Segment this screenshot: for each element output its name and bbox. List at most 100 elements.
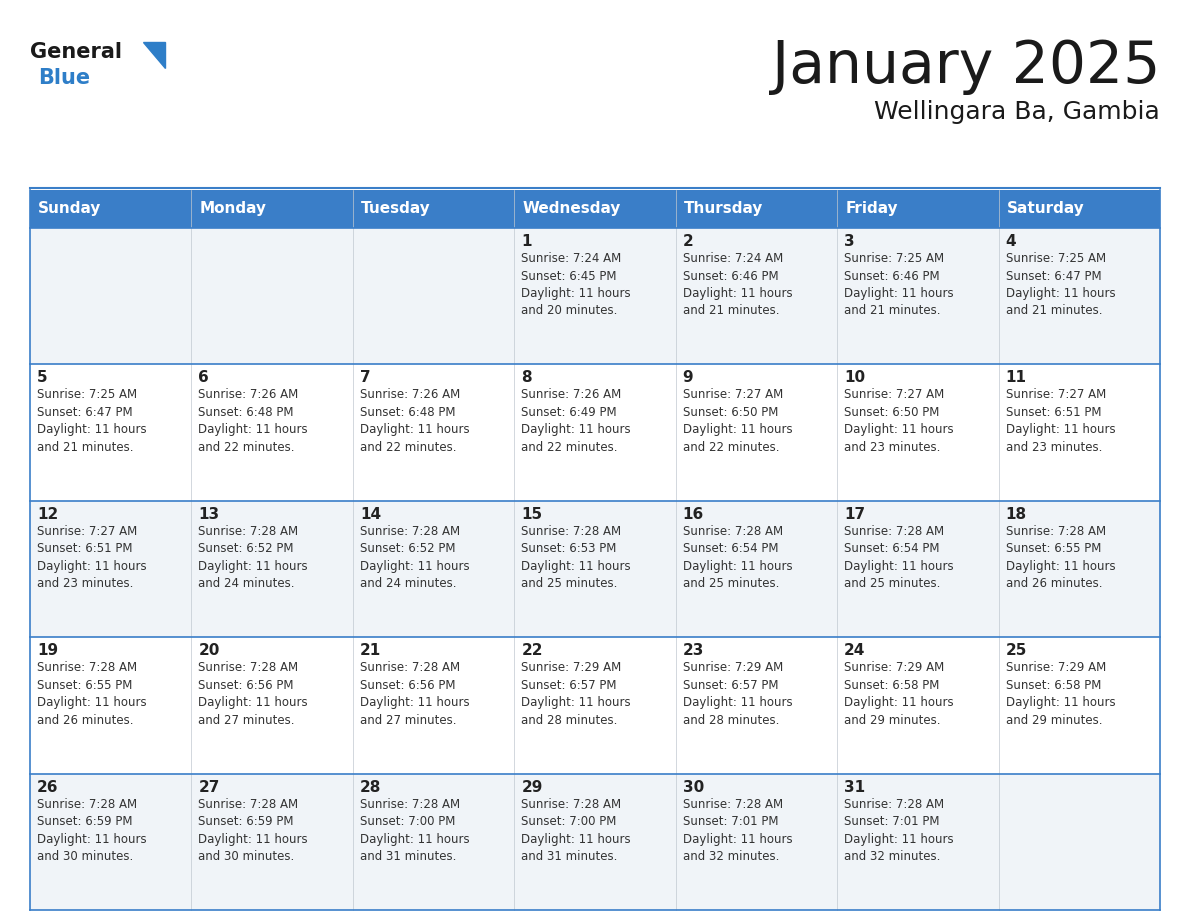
Text: 28: 28 — [360, 779, 381, 795]
Text: 29: 29 — [522, 779, 543, 795]
Bar — [30, 637, 191, 774]
Bar — [30, 774, 191, 910]
Polygon shape — [143, 42, 165, 68]
Text: 19: 19 — [37, 644, 58, 658]
Text: January 2025: January 2025 — [772, 38, 1159, 95]
Text: Sunrise: 7:28 AM
Sunset: 6:56 PM
Daylight: 11 hours
and 27 minutes.: Sunrise: 7:28 AM Sunset: 6:56 PM Dayligh… — [198, 661, 308, 727]
Text: Sunrise: 7:28 AM
Sunset: 6:52 PM
Daylight: 11 hours
and 24 minutes.: Sunrise: 7:28 AM Sunset: 6:52 PM Dayligh… — [360, 525, 469, 590]
Bar — [838, 190, 999, 228]
Bar — [514, 637, 676, 774]
Bar — [838, 774, 999, 910]
Bar — [838, 364, 999, 501]
Text: Friday: Friday — [845, 201, 898, 217]
Text: Wellingara Ba, Gambia: Wellingara Ba, Gambia — [874, 100, 1159, 124]
Bar — [191, 228, 353, 364]
Bar — [676, 774, 838, 910]
Text: Sunrise: 7:28 AM
Sunset: 7:00 PM
Daylight: 11 hours
and 31 minutes.: Sunrise: 7:28 AM Sunset: 7:00 PM Dayligh… — [522, 798, 631, 863]
Text: Sunrise: 7:26 AM
Sunset: 6:49 PM
Daylight: 11 hours
and 22 minutes.: Sunrise: 7:26 AM Sunset: 6:49 PM Dayligh… — [522, 388, 631, 453]
Text: Sunrise: 7:25 AM
Sunset: 6:47 PM
Daylight: 11 hours
and 21 minutes.: Sunrise: 7:25 AM Sunset: 6:47 PM Dayligh… — [37, 388, 146, 453]
Bar — [999, 774, 1159, 910]
Text: Sunrise: 7:28 AM
Sunset: 6:59 PM
Daylight: 11 hours
and 30 minutes.: Sunrise: 7:28 AM Sunset: 6:59 PM Dayligh… — [198, 798, 308, 863]
Text: Sunrise: 7:27 AM
Sunset: 6:50 PM
Daylight: 11 hours
and 22 minutes.: Sunrise: 7:27 AM Sunset: 6:50 PM Dayligh… — [683, 388, 792, 453]
Text: Sunrise: 7:28 AM
Sunset: 6:56 PM
Daylight: 11 hours
and 27 minutes.: Sunrise: 7:28 AM Sunset: 6:56 PM Dayligh… — [360, 661, 469, 727]
Text: 2: 2 — [683, 234, 694, 249]
Text: Sunrise: 7:29 AM
Sunset: 6:58 PM
Daylight: 11 hours
and 29 minutes.: Sunrise: 7:29 AM Sunset: 6:58 PM Dayligh… — [1005, 661, 1116, 727]
Text: Sunrise: 7:27 AM
Sunset: 6:51 PM
Daylight: 11 hours
and 23 minutes.: Sunrise: 7:27 AM Sunset: 6:51 PM Dayligh… — [1005, 388, 1116, 453]
Bar — [191, 364, 353, 501]
Text: 24: 24 — [845, 644, 866, 658]
Bar — [838, 501, 999, 637]
Bar — [191, 190, 353, 228]
Text: 10: 10 — [845, 370, 865, 386]
Bar — [676, 637, 838, 774]
Bar — [999, 364, 1159, 501]
Bar — [999, 501, 1159, 637]
Text: 20: 20 — [198, 644, 220, 658]
Bar — [514, 364, 676, 501]
Text: Sunrise: 7:28 AM
Sunset: 6:55 PM
Daylight: 11 hours
and 26 minutes.: Sunrise: 7:28 AM Sunset: 6:55 PM Dayligh… — [1005, 525, 1116, 590]
Text: Sunrise: 7:28 AM
Sunset: 7:00 PM
Daylight: 11 hours
and 31 minutes.: Sunrise: 7:28 AM Sunset: 7:00 PM Dayligh… — [360, 798, 469, 863]
Bar — [353, 228, 514, 364]
Text: 23: 23 — [683, 644, 704, 658]
Bar — [353, 637, 514, 774]
Bar — [191, 637, 353, 774]
Text: Sunrise: 7:28 AM
Sunset: 6:59 PM
Daylight: 11 hours
and 30 minutes.: Sunrise: 7:28 AM Sunset: 6:59 PM Dayligh… — [37, 798, 146, 863]
Text: Sunrise: 7:28 AM
Sunset: 7:01 PM
Daylight: 11 hours
and 32 minutes.: Sunrise: 7:28 AM Sunset: 7:01 PM Dayligh… — [845, 798, 954, 863]
Bar — [838, 228, 999, 364]
Text: Sunrise: 7:25 AM
Sunset: 6:46 PM
Daylight: 11 hours
and 21 minutes.: Sunrise: 7:25 AM Sunset: 6:46 PM Dayligh… — [845, 252, 954, 318]
Bar — [191, 501, 353, 637]
Text: Sunrise: 7:28 AM
Sunset: 6:52 PM
Daylight: 11 hours
and 24 minutes.: Sunrise: 7:28 AM Sunset: 6:52 PM Dayligh… — [198, 525, 308, 590]
Text: Sunrise: 7:28 AM
Sunset: 6:55 PM
Daylight: 11 hours
and 26 minutes.: Sunrise: 7:28 AM Sunset: 6:55 PM Dayligh… — [37, 661, 146, 727]
Text: Sunrise: 7:26 AM
Sunset: 6:48 PM
Daylight: 11 hours
and 22 minutes.: Sunrise: 7:26 AM Sunset: 6:48 PM Dayligh… — [198, 388, 308, 453]
Text: 18: 18 — [1005, 507, 1026, 521]
Text: 26: 26 — [37, 779, 58, 795]
Text: 4: 4 — [1005, 234, 1016, 249]
Text: Sunrise: 7:29 AM
Sunset: 6:57 PM
Daylight: 11 hours
and 28 minutes.: Sunrise: 7:29 AM Sunset: 6:57 PM Dayligh… — [522, 661, 631, 727]
Text: Sunrise: 7:25 AM
Sunset: 6:47 PM
Daylight: 11 hours
and 21 minutes.: Sunrise: 7:25 AM Sunset: 6:47 PM Dayligh… — [1005, 252, 1116, 318]
Bar — [30, 228, 191, 364]
Text: 12: 12 — [37, 507, 58, 521]
Text: Sunrise: 7:24 AM
Sunset: 6:46 PM
Daylight: 11 hours
and 21 minutes.: Sunrise: 7:24 AM Sunset: 6:46 PM Dayligh… — [683, 252, 792, 318]
Text: 13: 13 — [198, 507, 220, 521]
Text: Tuesday: Tuesday — [361, 201, 430, 217]
Text: Blue: Blue — [38, 68, 90, 88]
Bar — [353, 364, 514, 501]
Text: Monday: Monday — [200, 201, 266, 217]
Bar — [353, 501, 514, 637]
Text: Thursday: Thursday — [684, 201, 763, 217]
Text: Sunrise: 7:26 AM
Sunset: 6:48 PM
Daylight: 11 hours
and 22 minutes.: Sunrise: 7:26 AM Sunset: 6:48 PM Dayligh… — [360, 388, 469, 453]
Bar — [676, 190, 838, 228]
Bar — [353, 190, 514, 228]
Bar — [353, 774, 514, 910]
Text: Saturday: Saturday — [1006, 201, 1085, 217]
Text: Sunrise: 7:28 AM
Sunset: 6:54 PM
Daylight: 11 hours
and 25 minutes.: Sunrise: 7:28 AM Sunset: 6:54 PM Dayligh… — [845, 525, 954, 590]
Bar — [514, 501, 676, 637]
Text: 30: 30 — [683, 779, 704, 795]
Bar — [191, 774, 353, 910]
Text: 1: 1 — [522, 234, 532, 249]
Text: 5: 5 — [37, 370, 48, 386]
Bar — [676, 228, 838, 364]
Text: Sunrise: 7:29 AM
Sunset: 6:58 PM
Daylight: 11 hours
and 29 minutes.: Sunrise: 7:29 AM Sunset: 6:58 PM Dayligh… — [845, 661, 954, 727]
Text: 15: 15 — [522, 507, 543, 521]
Text: 8: 8 — [522, 370, 532, 386]
Text: Sunrise: 7:29 AM
Sunset: 6:57 PM
Daylight: 11 hours
and 28 minutes.: Sunrise: 7:29 AM Sunset: 6:57 PM Dayligh… — [683, 661, 792, 727]
Text: General: General — [30, 42, 122, 62]
Text: 21: 21 — [360, 644, 381, 658]
Text: 11: 11 — [1005, 370, 1026, 386]
Text: 31: 31 — [845, 779, 865, 795]
Text: 7: 7 — [360, 370, 371, 386]
Text: 17: 17 — [845, 507, 865, 521]
Bar — [514, 190, 676, 228]
Text: 25: 25 — [1005, 644, 1026, 658]
Text: Sunrise: 7:24 AM
Sunset: 6:45 PM
Daylight: 11 hours
and 20 minutes.: Sunrise: 7:24 AM Sunset: 6:45 PM Dayligh… — [522, 252, 631, 318]
Text: Wednesday: Wednesday — [523, 201, 620, 217]
Text: 14: 14 — [360, 507, 381, 521]
Text: 27: 27 — [198, 779, 220, 795]
Text: Sunrise: 7:27 AM
Sunset: 6:51 PM
Daylight: 11 hours
and 23 minutes.: Sunrise: 7:27 AM Sunset: 6:51 PM Dayligh… — [37, 525, 146, 590]
Bar — [838, 637, 999, 774]
Bar — [999, 228, 1159, 364]
Text: 9: 9 — [683, 370, 694, 386]
Text: Sunrise: 7:28 AM
Sunset: 7:01 PM
Daylight: 11 hours
and 32 minutes.: Sunrise: 7:28 AM Sunset: 7:01 PM Dayligh… — [683, 798, 792, 863]
Bar — [514, 228, 676, 364]
